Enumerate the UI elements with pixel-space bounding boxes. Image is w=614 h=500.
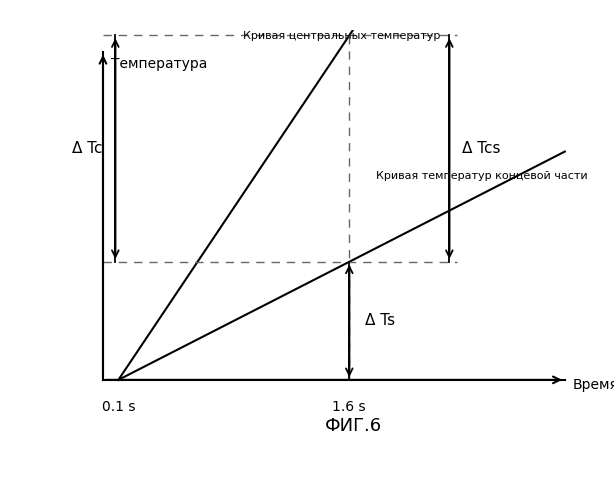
Text: 1.6 s: 1.6 s [332, 400, 366, 413]
Text: Δ Tc: Δ Tc [72, 141, 103, 156]
Text: Температура: Температура [111, 58, 207, 71]
Text: Кривая температур концевой части: Кривая температур концевой части [376, 171, 588, 181]
Text: Время: Время [572, 378, 614, 392]
Text: 0.1 s: 0.1 s [102, 400, 135, 413]
Text: ФИГ.6: ФИГ.6 [325, 416, 382, 434]
Text: Кривая центральных температур: Кривая центральных температур [243, 31, 440, 41]
Text: Δ Tcs: Δ Tcs [462, 141, 500, 156]
Text: Δ Ts: Δ Ts [365, 314, 395, 328]
